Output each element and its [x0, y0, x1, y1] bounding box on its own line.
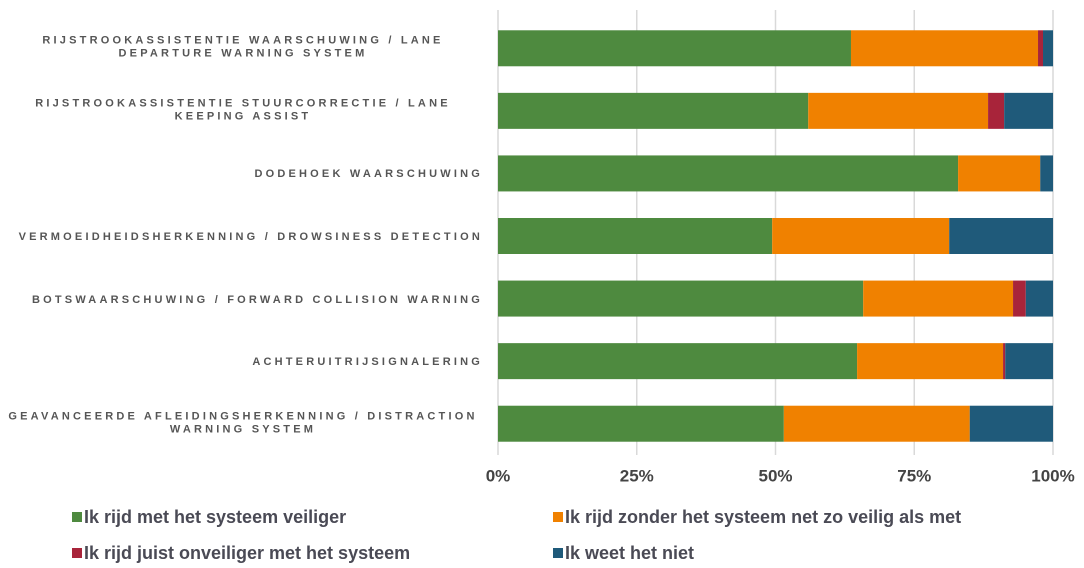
category-text: DODEHOEK WAARSCHUWING	[254, 168, 483, 181]
x-tick-label: 75%	[897, 466, 931, 485]
legend-label: Ik weet het niet	[565, 543, 694, 563]
bar-segment	[498, 92, 809, 129]
bar-segment	[857, 343, 1004, 380]
legend-swatch	[72, 548, 82, 558]
bar-segment	[1043, 30, 1053, 67]
bar-segment	[1005, 343, 1053, 380]
category-text: VERMOEIDHEIDSHERKENNING / DROWSINESS DET…	[18, 231, 483, 243]
category-text: RIJSTROOKASSISTENTIE WAARSCHUWING / LANE…	[42, 34, 444, 60]
legend-swatch	[553, 512, 563, 522]
category-label: DODEHOEK WAARSCHUWING	[3, 164, 483, 182]
category-text: RIJSTROOKASSISTENTIE STUURCORRECTIE / LA…	[35, 97, 451, 123]
bar-segment	[1025, 280, 1053, 317]
category-label: BOTSWAARSCHUWING / FORWARD COLLISION WAR…	[3, 290, 483, 308]
bar-segment	[988, 92, 1005, 129]
bar-segment	[1038, 30, 1044, 67]
bar-segment	[863, 280, 1014, 317]
legend-swatch	[553, 548, 563, 558]
category-label: RIJSTROOKASSISTENTIE WAARSCHUWING / LANE…	[3, 35, 483, 62]
x-tick-label: 100%	[1031, 466, 1074, 485]
bar-segment	[850, 30, 1039, 67]
bar-segment	[783, 405, 970, 442]
bar-segment	[1013, 280, 1026, 317]
bar-segment	[1040, 155, 1053, 192]
category-label: GEAVANCEERDE AFLEIDINGSHERKENNING / DIST…	[3, 410, 483, 437]
category-text: ACHTERUITRIJSIGNALERING	[252, 356, 483, 369]
bar-segment	[1004, 92, 1053, 129]
bar-segment	[498, 218, 773, 254]
bar-segment	[969, 405, 1053, 442]
legend-label: Ik rijd juist onveiliger met het systeem	[84, 543, 410, 563]
bar-segment	[498, 280, 864, 317]
bar-segment	[498, 155, 959, 192]
x-tick-label: 0%	[486, 466, 511, 485]
bar-segment	[498, 343, 858, 380]
bar-segment	[498, 30, 851, 67]
x-tick-label: 50%	[758, 466, 792, 485]
bar-segment	[949, 218, 1053, 254]
category-label: RIJSTROOKASSISTENTIE STUURCORRECTIE / LA…	[3, 97, 483, 124]
bar-segment	[808, 92, 989, 129]
category-label: VERMOEIDHEIDSHERKENNING / DROWSINESS DET…	[3, 227, 483, 245]
legend-label: Ik rijd zonder het systeem net zo veilig…	[565, 507, 961, 527]
category-text: GEAVANCEERDE AFLEIDINGSHERKENNING / DIST…	[8, 410, 478, 436]
bar-segment	[958, 155, 1041, 192]
bar-segment	[498, 405, 784, 442]
bar-segment	[772, 218, 950, 254]
legend-label: Ik rijd met het systeem veiliger	[84, 507, 346, 527]
bar-segment	[1003, 343, 1006, 380]
category-text: BOTSWAARSCHUWING / FORWARD COLLISION WAR…	[31, 293, 483, 306]
category-label: ACHTERUITRIJSIGNALERING	[3, 352, 483, 370]
legend-swatch	[72, 512, 82, 522]
x-tick-label: 25%	[620, 466, 654, 485]
